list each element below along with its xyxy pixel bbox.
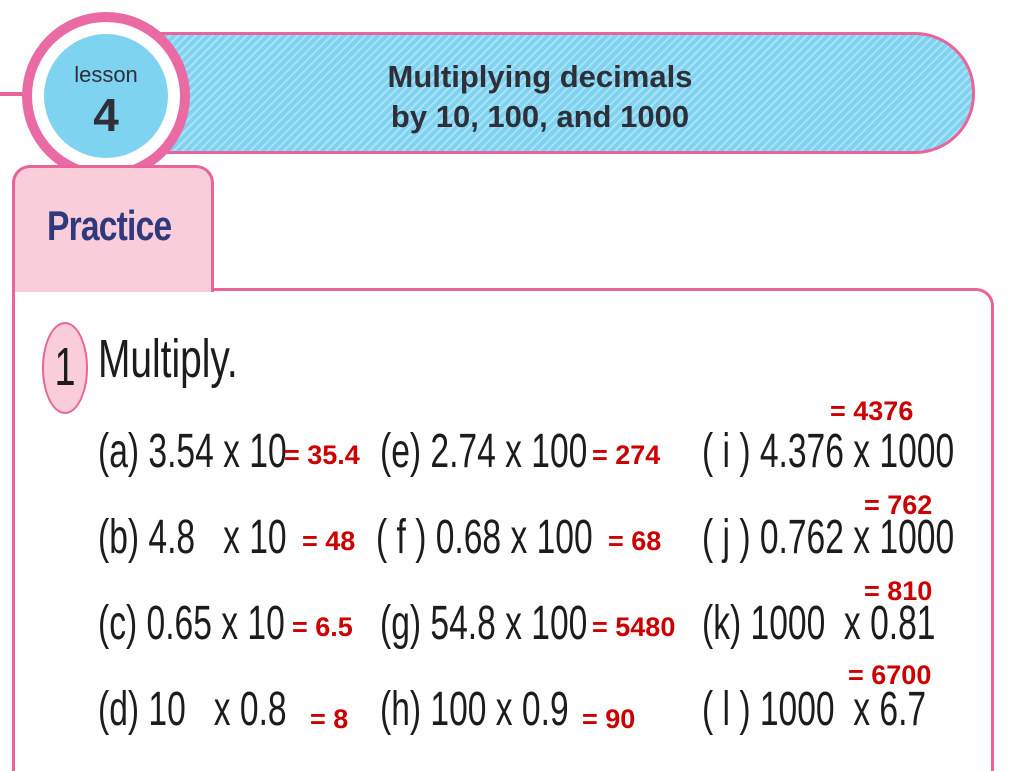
- lesson-title-banner: Multiplying decimals by 10, 100, and 100…: [110, 32, 975, 154]
- problem-e: (e) 2.74 x 100: [380, 425, 588, 478]
- practice-panel: [12, 288, 994, 771]
- practice-tab-label: Practice: [47, 202, 172, 249]
- exercise-number-badge: 1: [42, 322, 88, 414]
- lesson-badge-word: lesson: [74, 62, 138, 87]
- problem-j: ( j ) 0.762 x 1000: [702, 511, 955, 564]
- lesson-badge-center: lesson 4: [44, 34, 168, 158]
- problem-d: (d) 10 x 0.8: [98, 683, 287, 736]
- answer-k: = 810: [864, 576, 933, 606]
- lesson-title: Multiplying decimals by 10, 100, and 100…: [330, 57, 750, 137]
- practice-tab: Practice: [12, 165, 214, 292]
- lesson-title-line-1: Multiplying decimals: [387, 59, 693, 94]
- problem-f: ( f ) 0.68 x 100: [376, 511, 593, 564]
- problem-b: (b) 4.8 x 10: [98, 511, 287, 564]
- lesson-badge-number: 4: [93, 89, 119, 141]
- problem-g: (g) 54.8 x 100: [380, 597, 588, 650]
- answer-c: = 6.5: [292, 612, 353, 642]
- answer-e: = 274: [592, 440, 661, 470]
- problem-a: (a) 3.54 x 10: [98, 425, 287, 478]
- answer-d: = 8: [310, 704, 349, 734]
- problem-l: ( l ) 1000 x 6.7: [702, 683, 927, 736]
- answer-l: = 6700: [848, 660, 932, 690]
- problem-i: ( i ) 4.376 x 1000: [702, 425, 955, 478]
- answer-g: = 5480: [592, 612, 676, 642]
- problem-c: (c) 0.65 x 10: [98, 597, 285, 650]
- problem-k: (k) 1000 x 0.81: [702, 597, 936, 650]
- problem-h: (h) 100 x 0.9: [380, 683, 569, 736]
- answer-f: = 68: [608, 526, 662, 556]
- answer-a: = 35.4: [284, 440, 360, 470]
- answer-i: = 4376: [830, 396, 914, 426]
- exercise-number: 1: [54, 337, 76, 397]
- lesson-title-line-2: by 10, 100, and 1000: [390, 99, 690, 134]
- answer-h: = 90: [582, 704, 636, 734]
- answer-b: = 48: [302, 526, 356, 556]
- exercise-instruction: Multiply.: [98, 329, 238, 389]
- answer-j: = 762: [864, 490, 933, 520]
